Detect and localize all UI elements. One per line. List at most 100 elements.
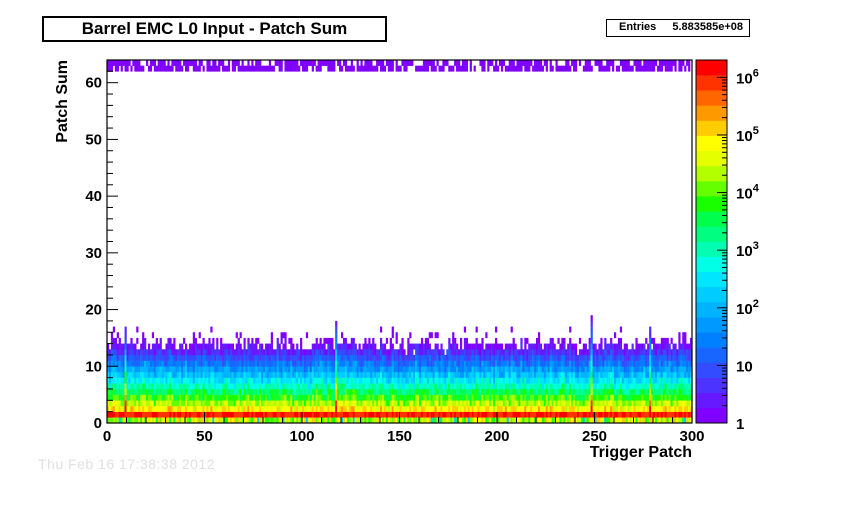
heatmap-cell bbox=[660, 377, 663, 384]
heatmap-cell bbox=[502, 377, 506, 384]
heatmap-cell bbox=[415, 377, 418, 384]
heatmap-cell bbox=[399, 65, 402, 72]
heatmap-cell bbox=[660, 417, 663, 424]
heatmap-cell bbox=[536, 394, 539, 401]
heatmap-cell bbox=[604, 383, 607, 390]
heatmap-cell bbox=[282, 343, 285, 350]
heatmap-cell bbox=[592, 400, 595, 407]
heatmap-cell bbox=[237, 360, 240, 367]
heatmap-cell bbox=[553, 377, 556, 384]
heatmap-cell bbox=[500, 377, 504, 384]
heatmap-cell bbox=[682, 354, 685, 361]
heatmap-cell bbox=[662, 383, 665, 390]
heatmap-cell bbox=[537, 60, 541, 66]
heatmap-cell bbox=[614, 394, 617, 401]
heatmap-cell bbox=[473, 371, 476, 378]
heatmap-cell bbox=[578, 371, 582, 378]
heatmap-cell bbox=[690, 377, 693, 384]
heatmap-cell bbox=[239, 371, 242, 378]
heatmap-cell bbox=[428, 60, 431, 66]
heatmap-cell bbox=[424, 411, 428, 418]
heatmap-cell bbox=[393, 371, 396, 378]
heatmap-cell bbox=[278, 383, 281, 390]
heatmap-cell bbox=[688, 371, 691, 378]
heatmap-cell bbox=[536, 388, 539, 395]
heatmap-cell bbox=[325, 417, 328, 424]
heatmap-cell bbox=[173, 417, 176, 424]
heatmap-cell bbox=[627, 366, 630, 373]
heatmap-cell bbox=[185, 354, 188, 361]
heatmap-cell bbox=[259, 383, 262, 390]
heatmap-cell bbox=[539, 383, 543, 390]
heatmap-cell bbox=[245, 383, 248, 390]
heatmap-cell bbox=[600, 383, 603, 390]
heatmap-cell bbox=[526, 383, 529, 390]
heatmap-cell bbox=[473, 394, 476, 401]
heatmap-cell bbox=[631, 360, 634, 367]
heatmap-cell bbox=[520, 405, 523, 412]
heatmap-cell bbox=[561, 360, 564, 367]
heatmap-cell bbox=[358, 400, 361, 407]
heatmap-cell bbox=[155, 400, 158, 407]
heatmap-cell bbox=[380, 388, 383, 395]
heatmap-cell bbox=[510, 383, 513, 390]
heatmap-cell bbox=[346, 366, 350, 373]
heatmap-cell bbox=[321, 388, 324, 395]
heatmap-cell bbox=[526, 60, 529, 66]
heatmap-cell bbox=[321, 405, 324, 412]
heatmap-cell bbox=[132, 343, 135, 350]
heatmap-cell bbox=[385, 349, 389, 356]
heatmap-cell bbox=[163, 354, 166, 361]
heatmap-cell bbox=[539, 417, 543, 424]
heatmap-cell bbox=[216, 394, 219, 401]
heatmap-cell bbox=[471, 417, 474, 424]
heatmap-cell bbox=[348, 371, 351, 378]
heatmap-cell bbox=[612, 371, 615, 378]
heatmap-cell bbox=[192, 60, 195, 66]
heatmap-cell bbox=[153, 400, 156, 407]
heatmap-cell bbox=[688, 60, 691, 66]
heatmap-cell bbox=[108, 383, 112, 390]
heatmap-cell bbox=[547, 354, 550, 361]
heatmap-cell bbox=[358, 65, 361, 72]
heatmap-cell bbox=[380, 343, 383, 350]
heatmap-cell bbox=[658, 360, 662, 367]
heatmap-cell bbox=[430, 371, 433, 378]
heatmap-cell bbox=[619, 383, 623, 390]
heatmap-cell bbox=[483, 388, 486, 395]
heatmap-cell bbox=[177, 360, 180, 367]
heatmap-cell bbox=[233, 383, 236, 390]
heatmap-cell bbox=[274, 417, 277, 424]
heatmap-cell bbox=[315, 383, 318, 390]
heatmap-cell bbox=[159, 405, 162, 412]
heatmap-cell bbox=[559, 377, 562, 384]
heatmap-cell bbox=[438, 366, 441, 373]
heatmap-cell bbox=[354, 354, 357, 361]
heatmap-cell bbox=[672, 394, 675, 401]
heatmap-cell bbox=[477, 411, 480, 418]
heatmap-cell bbox=[352, 417, 355, 424]
heatmap-cell bbox=[415, 400, 418, 407]
heatmap-cell bbox=[518, 354, 521, 361]
heatmap-cell bbox=[381, 405, 385, 412]
heatmap-cell bbox=[504, 354, 507, 361]
heatmap-cell bbox=[536, 371, 539, 378]
heatmap-cell bbox=[356, 394, 359, 401]
heatmap-cell bbox=[280, 400, 283, 407]
heatmap-cell bbox=[641, 383, 644, 390]
heatmap-cell bbox=[138, 377, 141, 384]
heatmap-cell bbox=[214, 388, 217, 395]
heatmap-cells bbox=[107, 60, 693, 424]
heatmap-cell bbox=[510, 60, 513, 66]
heatmap-cell bbox=[596, 366, 599, 373]
chart-title: Barrel EMC L0 Input - Patch Sum bbox=[42, 16, 387, 42]
heatmap-cell bbox=[225, 354, 229, 361]
heatmap-cell bbox=[473, 388, 476, 395]
heatmap-cell bbox=[296, 371, 299, 378]
heatmap-cell bbox=[171, 366, 174, 373]
heatmap-cell bbox=[647, 366, 650, 373]
heatmap-cell bbox=[243, 366, 246, 373]
heatmap-cell bbox=[354, 383, 357, 390]
heatmap-cell bbox=[536, 360, 539, 367]
heatmap-cell bbox=[592, 343, 595, 350]
